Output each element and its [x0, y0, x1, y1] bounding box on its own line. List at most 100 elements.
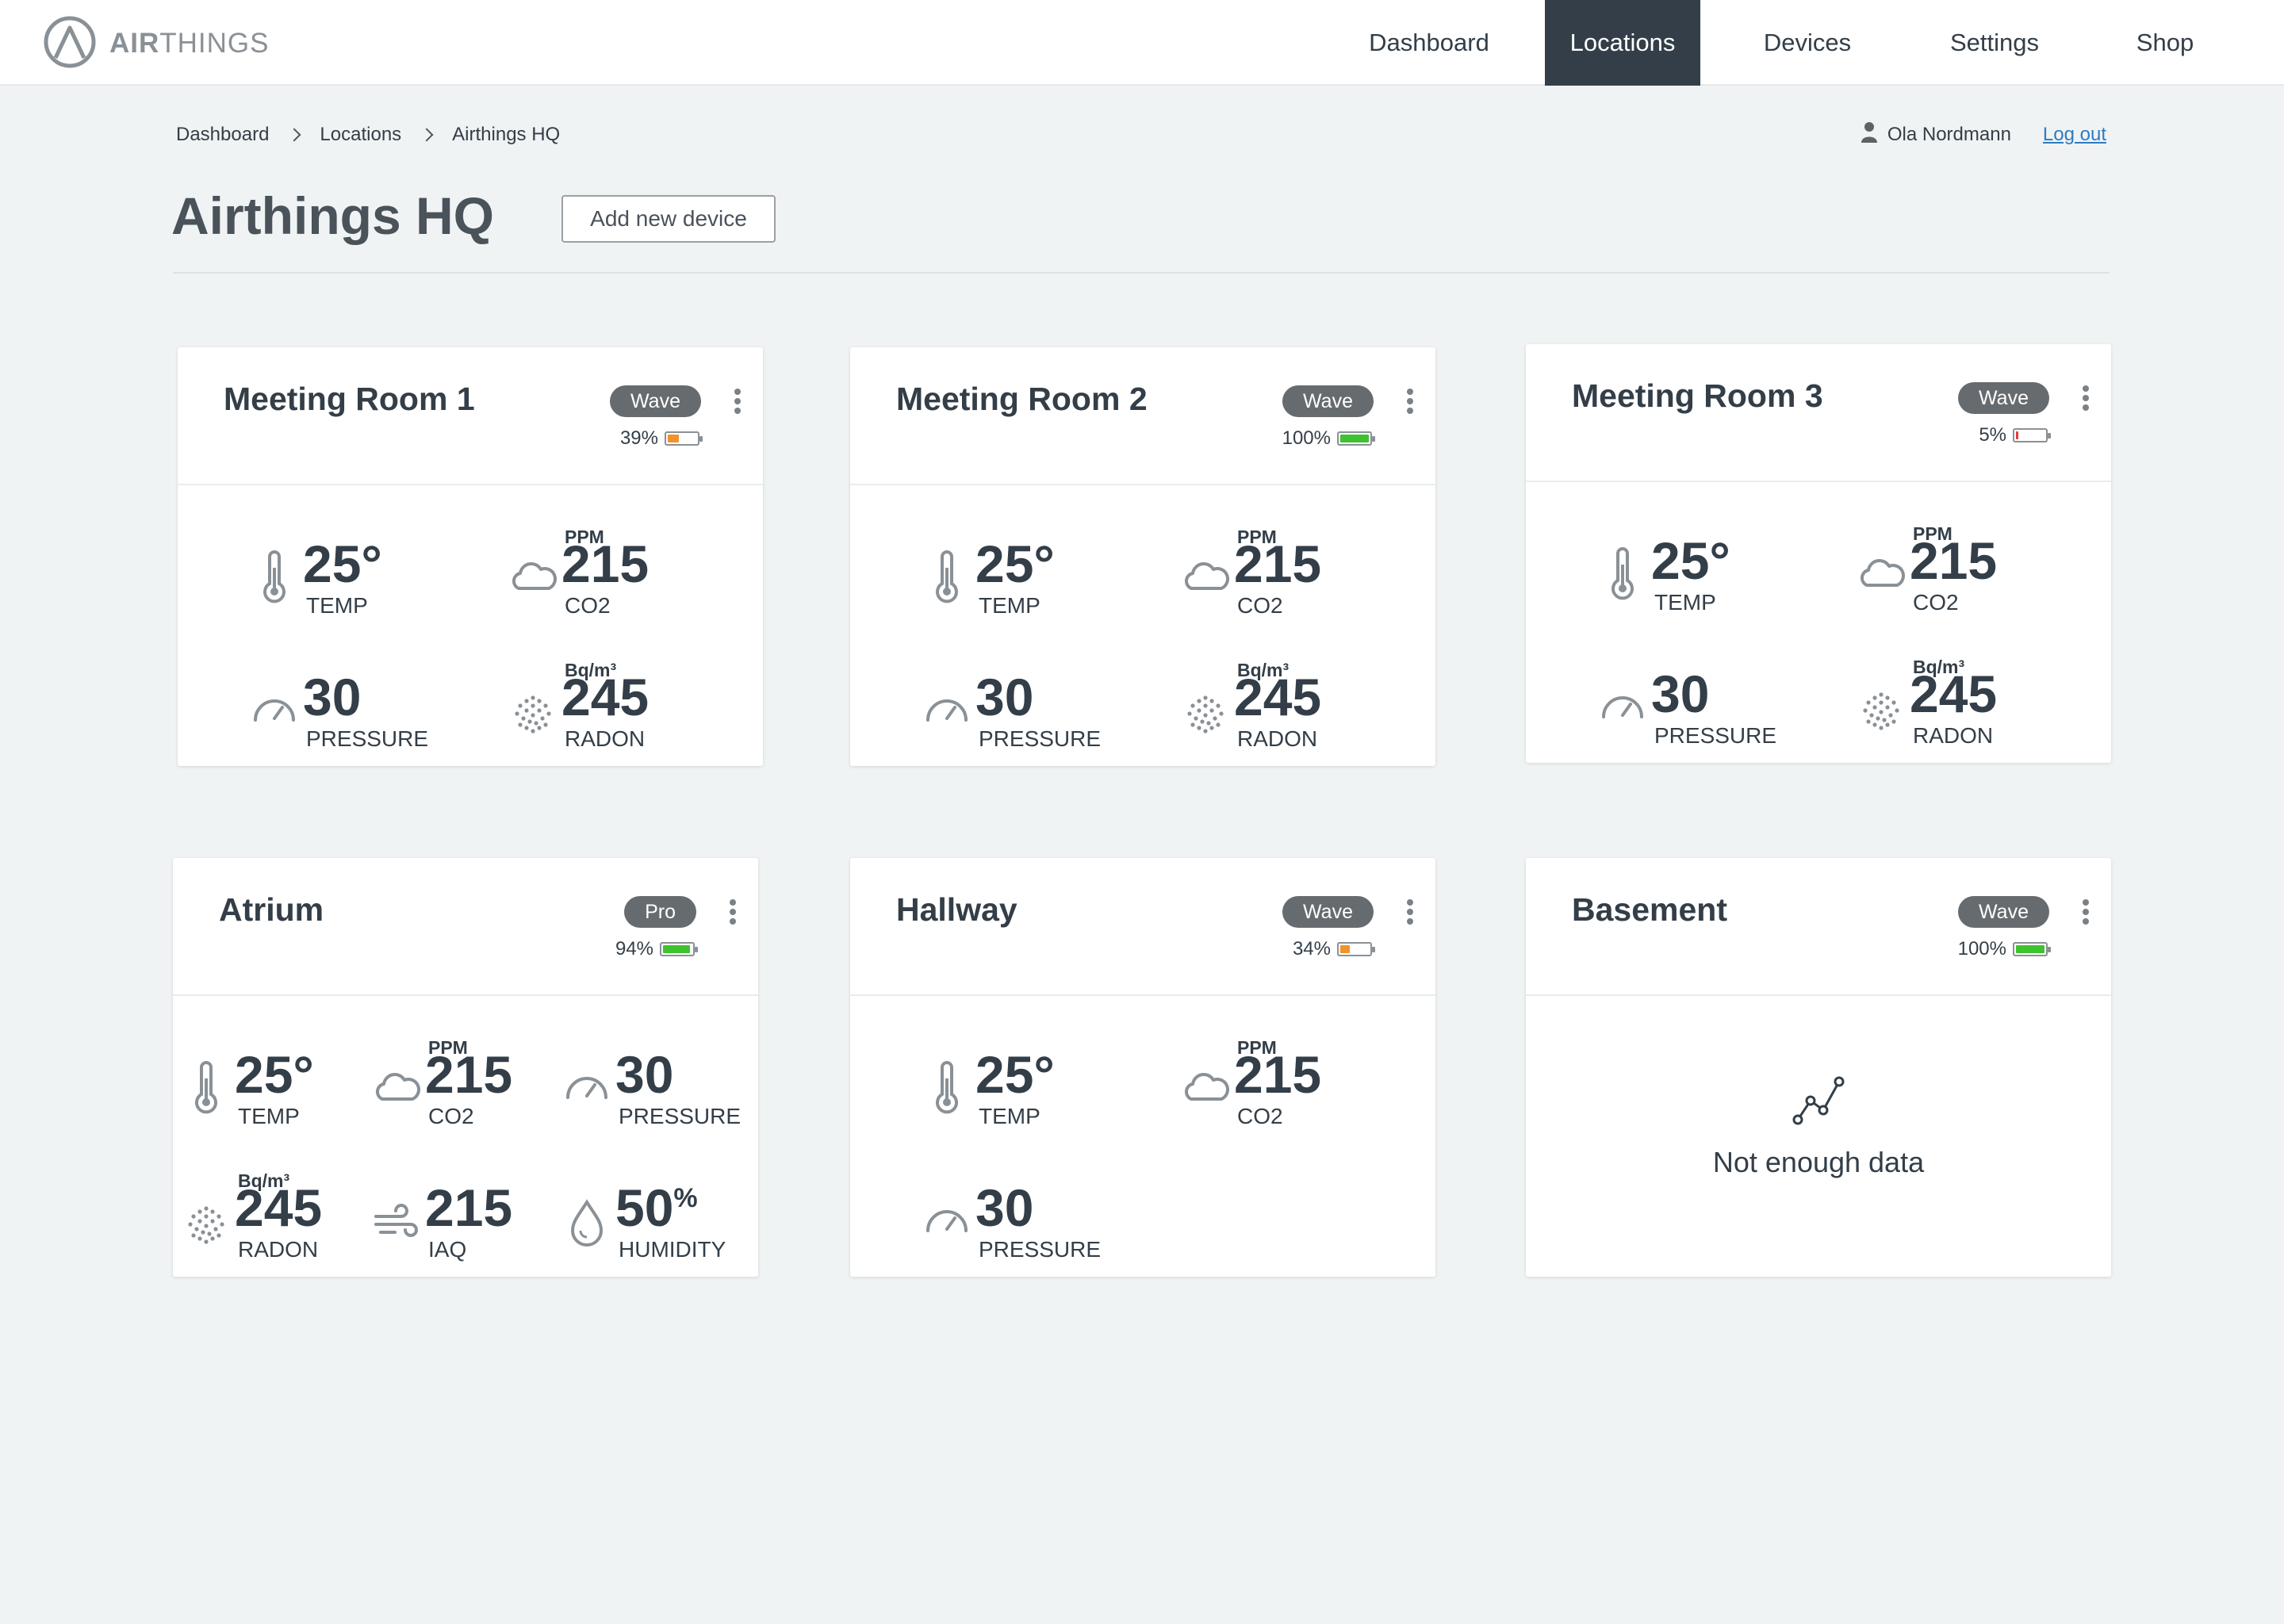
iaq-value-text: 215 [425, 1178, 513, 1237]
nav-devices[interactable]: Devices [1763, 29, 1852, 56]
temp-value: 25° [235, 1048, 314, 1101]
radon-label: RADON [565, 726, 646, 751]
radon-dots-icon [1857, 680, 1905, 736]
location-card[interactable]: Atrium Pro 94% 25° TEMP PPM 215 CO2 30 PRESSURE Bq… [173, 858, 758, 1277]
battery-icon [660, 942, 698, 956]
temp-metric: 25° TEMP [923, 1037, 1113, 1132]
co2-value: 215 [1234, 1048, 1321, 1101]
co2-value-text: 215 [1910, 531, 1998, 590]
radon-metric: Bq/m³ 245 RADON [1182, 660, 1372, 755]
location-card[interactable]: Meeting Room 3 Wave 5% 25° TEMP PPM 215 CO2 30 PR… [1526, 344, 2111, 763]
card-body: 25° TEMP PPM 215 CO2 30 PRESSURE Bq/m³ 245 RADON [178, 487, 763, 766]
temp-value: 25° [975, 538, 1055, 590]
pressure-value: 30 [303, 671, 361, 723]
device-type-badge: Wave [1282, 385, 1374, 417]
co2-unit: PPM [1913, 523, 1953, 544]
add-new-device-button[interactable]: Add new device [561, 195, 776, 243]
pressure-value-text: 30 [615, 1045, 674, 1104]
battery-status: 100% [1282, 427, 1375, 450]
pressure-value-text: 30 [303, 668, 362, 726]
radon-dots-icon [182, 1194, 230, 1250]
radon-value: 245 [235, 1182, 322, 1234]
kebab-menu-icon[interactable] [2081, 385, 2090, 412]
card-title[interactable]: Meeting Room 2 [896, 381, 1148, 417]
chevron-right-icon [420, 128, 434, 142]
card-title[interactable]: Hallway [896, 891, 1017, 928]
card-title[interactable]: Meeting Room 3 [1572, 377, 1823, 414]
pressure-value: 30 [975, 671, 1033, 723]
gauge-icon [923, 1194, 971, 1250]
kebab-menu-icon[interactable] [733, 389, 742, 416]
pressure-value: 30 [615, 1048, 673, 1101]
location-card[interactable]: Basement Wave 100% Not enough data [1526, 858, 2111, 1277]
logout-link[interactable]: Log out [2042, 124, 2106, 145]
radon-dots-icon [1182, 684, 1229, 739]
pressure-value-text: 30 [975, 668, 1034, 726]
temp-label: TEMP [238, 1104, 300, 1128]
battery-percent: 5% [1979, 424, 2006, 446]
kebab-menu-icon[interactable] [1405, 899, 1415, 926]
breadcrumb-dashboard[interactable]: Dashboard [176, 124, 270, 145]
co2-value: 215 [561, 538, 649, 590]
battery-fill [2016, 431, 2018, 439]
breadcrumb-current: Airthings HQ [452, 124, 561, 145]
co2-value-text: 215 [425, 1045, 513, 1104]
card-body: 25° TEMP PPM 215 CO2 30 PRESSURE [850, 998, 1435, 1277]
humidity-label: HUMIDITY [619, 1237, 726, 1262]
location-card[interactable]: Meeting Room 2 Wave 100% 25° TEMP PPM 215 CO2 30… [850, 347, 1435, 766]
logo-wordmark: AIRTHINGS [109, 28, 270, 59]
temp-value: 25° [975, 1048, 1055, 1101]
location-card[interactable]: Hallway Wave 34% 25° TEMP PPM 215 CO2 30 PRESSURE [850, 858, 1435, 1277]
thermometer-icon [1599, 547, 1646, 603]
pressure-label: PRESSURE [979, 726, 1102, 751]
battery-fill [668, 435, 680, 442]
radon-metric: Bq/m³ 245 RADON [1857, 657, 2048, 752]
battery-status: 39% [620, 427, 703, 450]
chevron-right-icon [287, 128, 301, 142]
nav-dashboard[interactable]: Dashboard [1369, 29, 1489, 56]
card-header: Meeting Room 2 Wave 100% [850, 347, 1435, 485]
pressure-value: 30 [975, 1182, 1033, 1234]
radon-value-text: 245 [1910, 665, 1998, 723]
temp-metric: 25° TEMP [251, 527, 441, 622]
card-title[interactable]: Meeting Room 1 [224, 381, 475, 417]
kebab-menu-icon[interactable] [728, 899, 738, 926]
radon-value: 245 [1910, 668, 1997, 720]
cloud-icon [1182, 550, 1229, 606]
co2-metric: PPM 215 CO2 [509, 527, 699, 622]
user-area: Ola Nordmann Log out [1861, 121, 2106, 149]
kebab-menu-icon[interactable] [1405, 389, 1415, 416]
co2-value-text: 215 [1234, 1045, 1322, 1104]
page-title: Airthings HQ [171, 186, 494, 245]
temp-metric: 25° TEMP [923, 527, 1113, 622]
humidity-metric: 50% HUMIDITY [563, 1170, 753, 1266]
gauge-icon [923, 684, 971, 739]
card-header: Meeting Room 3 Wave 5% [1526, 344, 2111, 482]
airthings-logo[interactable]: AIRTHINGS [43, 15, 270, 73]
location-card[interactable]: Meeting Room 1 Wave 39% 25° TEMP PPM 215 CO2 30 P… [178, 347, 763, 766]
nav-settings[interactable]: Settings [1949, 29, 2039, 56]
humidity-value-text: 50 [615, 1178, 674, 1237]
pressure-label: PRESSURE [306, 726, 429, 751]
card-body: 25° TEMP PPM 215 CO2 30 PRESSURE Bq/m³ 245 RADON [1526, 484, 2111, 763]
radon-dots-icon [509, 684, 557, 739]
thermometer-icon [923, 1061, 971, 1116]
kebab-menu-icon[interactable] [2081, 899, 2090, 926]
breadcrumb-locations[interactable]: Locations [320, 124, 402, 145]
card-title[interactable]: Basement [1572, 891, 1727, 928]
airthings-logo-icon [43, 15, 97, 73]
radon-label: RADON [1237, 726, 1318, 751]
pressure-label: PRESSURE [1654, 723, 1777, 748]
device-type-badge: Wave [1958, 896, 2049, 928]
co2-metric: PPM 215 CO2 [1857, 523, 2048, 619]
co2-metric: PPM 215 CO2 [1182, 1037, 1372, 1132]
card-title[interactable]: Atrium [219, 891, 324, 928]
thermometer-icon [923, 550, 971, 606]
temp-label: TEMP [979, 593, 1040, 618]
nav-locations[interactable]: Locations [1545, 0, 1700, 86]
temp-value-text: 25° [975, 534, 1055, 593]
pressure-metric: 30 PRESSURE [1599, 657, 1789, 752]
co2-label: CO2 [1913, 590, 1959, 615]
battery-status: 5% [1979, 423, 2051, 447]
nav-shop[interactable]: Shop [2136, 29, 2194, 56]
